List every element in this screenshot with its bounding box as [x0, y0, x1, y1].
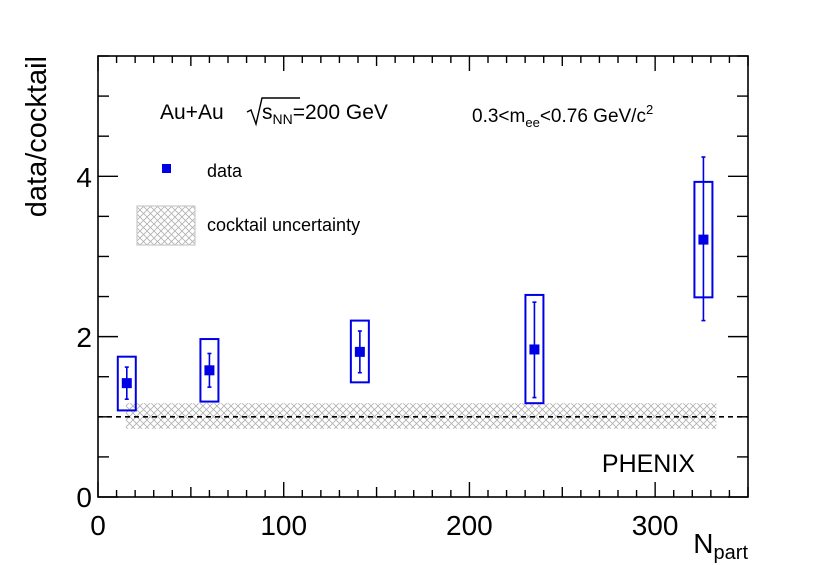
- legend-data-marker: [162, 164, 171, 173]
- x-tick-label-300: 300: [632, 510, 679, 541]
- data-point-4: [698, 234, 709, 245]
- data-points: [116, 156, 714, 412]
- data-point-0: [121, 378, 132, 389]
- sqrt-sign: [246, 97, 300, 127]
- x-tick-label-200: 200: [446, 510, 493, 541]
- legend-data-label: data: [207, 161, 243, 181]
- legend-cocktail-label: cocktail uncertainty: [207, 215, 360, 235]
- sys-box-2: [349, 319, 370, 384]
- y-axis-title: data/cocktail: [21, 56, 53, 217]
- axis-ticks: [97, 55, 749, 498]
- data-point-2: [354, 346, 365, 357]
- sys-box-3: [524, 293, 545, 405]
- sys-box-1: [199, 338, 220, 403]
- cocktail-uncertainty-band: [125, 403, 717, 429]
- legend-cocktail-swatch: [136, 205, 196, 246]
- experiment-label: PHENIX: [602, 450, 695, 478]
- x-tick-label-0: 0: [90, 510, 106, 541]
- sys-box-0: [116, 355, 137, 412]
- x-tick-label-100: 100: [260, 510, 307, 541]
- data-point-1: [204, 365, 215, 376]
- x-axis-title: Npart: [693, 528, 748, 564]
- y-tick-label-0: 0: [76, 482, 92, 513]
- data-point-3: [529, 344, 540, 355]
- y-tick-label-2: 2: [76, 322, 92, 353]
- energy-label: sNN=200 GeV: [262, 101, 388, 127]
- system-label: Au+Au: [160, 101, 224, 124]
- plot-frame: [97, 55, 749, 498]
- mass-range-label: 0.3<mee<0.76 GeV/c2: [472, 102, 653, 130]
- y-tick-label-4: 4: [76, 162, 92, 193]
